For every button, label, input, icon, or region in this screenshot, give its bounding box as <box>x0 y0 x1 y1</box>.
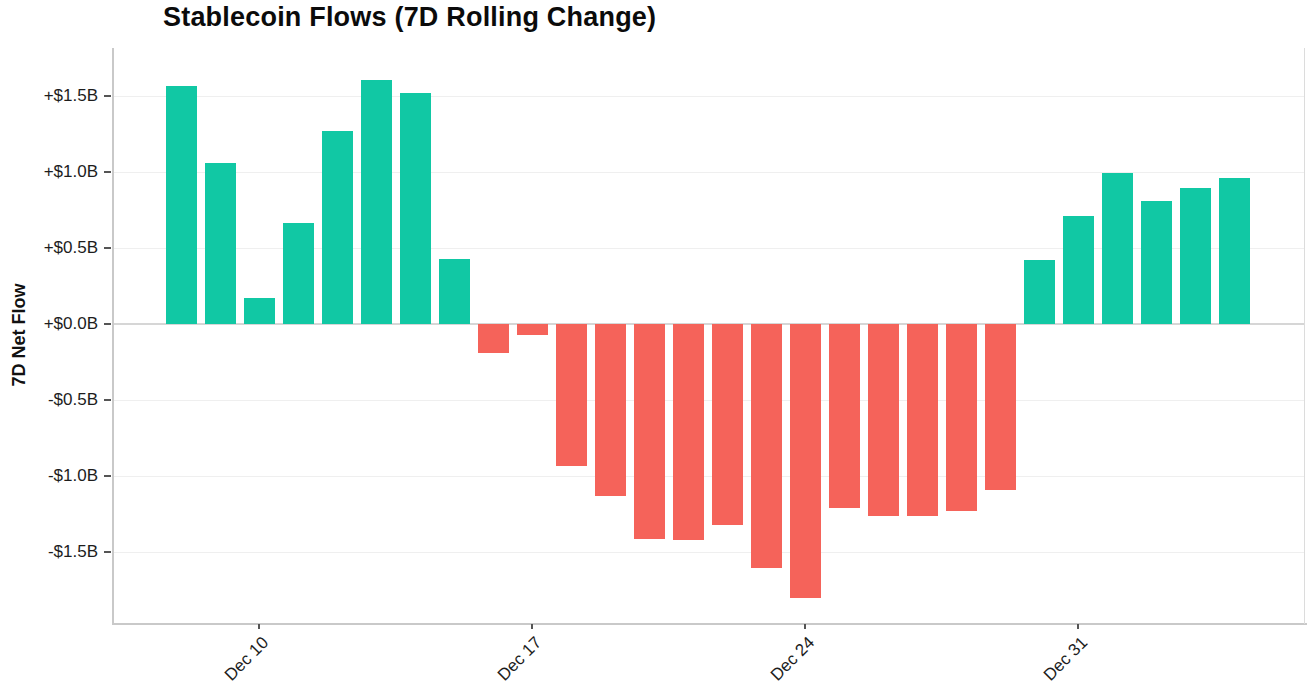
right-border-line <box>1304 48 1305 624</box>
bar-dec-25[interactable] <box>829 324 860 508</box>
bar-jan-4[interactable] <box>1219 178 1250 324</box>
x-tick-label: Dec 10 <box>221 633 273 685</box>
bar-dec-11[interactable] <box>283 223 314 324</box>
y-tick-label: -$1.0B <box>0 466 98 486</box>
bar-dec-20[interactable] <box>634 324 665 539</box>
bar-dec-27[interactable] <box>907 324 938 516</box>
gridline--$1.5B <box>112 552 1305 553</box>
y-tick-mark <box>104 323 111 325</box>
bar-jan-1[interactable] <box>1102 173 1133 324</box>
chart-title: Stablecoin Flows (7D Rolling Change) <box>163 2 656 33</box>
y-axis-line <box>112 48 114 624</box>
y-tick-mark <box>104 247 111 249</box>
bar-dec-16[interactable] <box>478 324 509 353</box>
bar-dec-22[interactable] <box>712 324 743 525</box>
gridline--$0.5B <box>112 400 1305 401</box>
bar-dec-26[interactable] <box>868 324 899 516</box>
x-tick-mark <box>1077 624 1079 629</box>
bar-dec-15[interactable] <box>439 259 470 324</box>
bar-jan-2[interactable] <box>1141 201 1172 324</box>
y-tick-label: -$1.5B <box>0 542 98 562</box>
y-tick-label: +$0.5B <box>0 238 98 258</box>
x-tick-label: Dec 17 <box>494 633 546 685</box>
bar-dec-24[interactable] <box>790 324 821 598</box>
x-tick-mark <box>258 624 260 629</box>
bar-dec-29[interactable] <box>985 324 1016 490</box>
bar-dec-21[interactable] <box>673 324 704 540</box>
x-tick-mark <box>804 624 806 629</box>
y-tick-label: +$1.5B <box>0 86 98 106</box>
y-tick-mark <box>104 171 111 173</box>
bar-dec-19[interactable] <box>595 324 626 496</box>
x-tick-mark <box>531 624 533 629</box>
y-tick-label: +$1.0B <box>0 162 98 182</box>
bar-dec-10[interactable] <box>244 298 275 324</box>
bar-dec-13[interactable] <box>361 80 392 324</box>
bar-dec-9[interactable] <box>205 163 236 324</box>
y-tick-label: +$0.0B <box>0 314 98 334</box>
y-axis-title: 7D Net Flow <box>9 283 30 386</box>
x-tick-label: Dec 24 <box>767 633 819 685</box>
bar-jan-3[interactable] <box>1180 188 1211 324</box>
y-tick-mark <box>104 95 111 97</box>
bar-dec-30[interactable] <box>1024 260 1055 324</box>
gridline--$1.0B <box>112 476 1305 477</box>
chart-root: Stablecoin Flows (7D Rolling Change) 7D … <box>0 0 1310 697</box>
y-tick-mark <box>104 475 111 477</box>
bar-dec-14[interactable] <box>400 93 431 324</box>
x-tick-label: Dec 31 <box>1040 633 1092 685</box>
bar-dec-31[interactable] <box>1063 216 1094 324</box>
x-axis-line <box>112 623 1307 625</box>
gridline-+$1.5B <box>112 96 1305 97</box>
bar-dec-28[interactable] <box>946 324 977 511</box>
bar-dec-17[interactable] <box>517 324 548 335</box>
bar-dec-18[interactable] <box>556 324 587 466</box>
y-tick-mark <box>104 551 111 553</box>
bar-dec-12[interactable] <box>322 131 353 324</box>
bar-dec-23[interactable] <box>751 324 782 568</box>
y-tick-label: -$0.5B <box>0 390 98 410</box>
y-tick-mark <box>104 399 111 401</box>
bar-dec-8[interactable] <box>166 86 197 324</box>
